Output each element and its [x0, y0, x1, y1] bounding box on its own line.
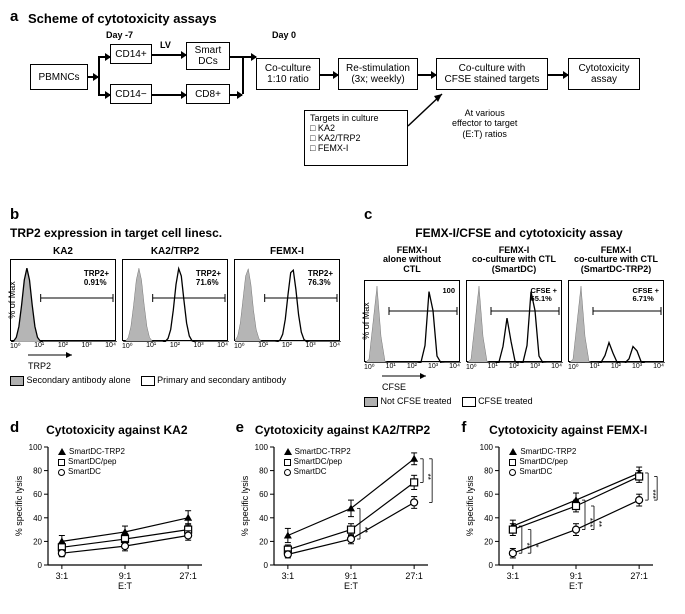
et-note: At various effector to target (E:T) rati… [452, 108, 517, 139]
box-cfse: Co-culture with CFSE stained targets [436, 58, 548, 90]
panel-b: b TRP2 expression in target cell linesc.… [10, 206, 350, 407]
svg-text:3:1: 3:1 [56, 571, 69, 581]
svg-text:0: 0 [489, 561, 494, 570]
histo-b-2: FEMX-I TRP2+ 76.3% 10⁰10¹10²10³10⁴ [234, 246, 340, 350]
svg-text:27:1: 27:1 [405, 571, 423, 581]
panel-b-xaxis-arrow [28, 351, 350, 361]
svg-text:***: *** [432, 483, 436, 492]
chart-f: f Cytotoxicity against FEMX-I 0 20 40 60… [461, 419, 675, 591]
histo-c-2: FEMX-I co-culture with CTL (SmartDC-TRP2… [568, 246, 664, 371]
svg-text:0: 0 [38, 561, 43, 570]
panel-c-label: c [364, 206, 372, 223]
svg-text:27:1: 27:1 [631, 571, 649, 581]
svg-text:100: 100 [254, 443, 268, 452]
svg-text:*: * [531, 544, 540, 547]
svg-text:3:1: 3:1 [281, 571, 294, 581]
targets-item-2: □ FEMX-I [310, 144, 348, 154]
panel-a-label: a [10, 8, 18, 25]
svg-text:100: 100 [29, 443, 43, 452]
svg-text:20: 20 [484, 537, 493, 546]
box-cd14n: CD14− [110, 84, 152, 104]
histo-b-0: KA2 % of Max TRP2+ 0.91% 10⁰10¹10²10³10⁴ [10, 246, 116, 350]
histo-c-1: FEMX-I co-culture with CTL (SmartDC) CFS… [466, 246, 562, 371]
targets-box: Targets in culture □ KA2 □ KA2/TRP2 □ FE… [304, 110, 408, 166]
svg-text:***: *** [648, 489, 657, 498]
box-pbmnc: PBMNCs [30, 64, 88, 90]
svg-text:27:1: 27:1 [179, 571, 197, 581]
svg-text:**: ** [360, 526, 369, 532]
box-coculture: Co-culture 1:10 ratio [256, 58, 320, 90]
chart-d: d Cytotoxicity against KA2 0 20 40 60 80… [10, 419, 224, 591]
svg-text:% specific lysis: % specific lysis [14, 475, 24, 536]
svg-text:E:T: E:T [118, 581, 133, 591]
svg-text:3:1: 3:1 [507, 571, 520, 581]
svg-text:9:1: 9:1 [570, 571, 583, 581]
svg-text:E:T: E:T [569, 581, 584, 591]
svg-text:**: ** [423, 473, 432, 479]
svg-text:***: *** [657, 491, 661, 500]
day-0: Day 0 [272, 30, 296, 40]
svg-text:20: 20 [33, 537, 42, 546]
panel-b-xaxis: TRP2 [28, 361, 350, 371]
panel-c-xaxis-arrow [382, 372, 674, 382]
panel-a: a Scheme of cytotoxicity assays Day -7 D… [10, 8, 675, 192]
legend-filled-icon-c [364, 397, 378, 407]
legend-c-open: CFSE treated [478, 396, 533, 406]
svg-text:40: 40 [259, 513, 268, 522]
chart-e: e Cytotoxicity against KA2/TRP2 0 20 40 … [236, 419, 450, 591]
panel-c-title: FEMX-I/CFSE and cytotoxicity assay [364, 226, 674, 240]
svg-text:80: 80 [33, 466, 42, 475]
svg-text:40: 40 [484, 513, 493, 522]
svg-text:20: 20 [259, 537, 268, 546]
diag-arrow [408, 90, 448, 130]
svg-text:40: 40 [33, 513, 42, 522]
svg-text:9:1: 9:1 [119, 571, 132, 581]
svg-text:60: 60 [259, 490, 268, 499]
panel-a-title: Scheme of cytotoxicity assays [28, 11, 675, 26]
panel-c-legend: Not CFSE treated CFSE treated [364, 396, 674, 407]
box-cyto: Cytotoxicity assay [568, 58, 640, 90]
legend-filled-icon [10, 376, 24, 386]
svg-text:**: ** [522, 542, 531, 548]
svg-text:% specific lysis: % specific lysis [240, 475, 250, 536]
svg-text:9:1: 9:1 [344, 571, 357, 581]
flowchart: Day -7 Day 0 PBMNCs CD14+ CD14− LV Smart… [28, 32, 675, 192]
legend-open-icon [141, 376, 155, 386]
panel-b-legend: Secondary antibody alone Primary and sec… [10, 375, 350, 386]
box-restim: Re-stimulation (3x; weekly) [338, 58, 418, 90]
panel-b-label: b [10, 206, 19, 223]
svg-text:% specific lysis: % specific lysis [465, 475, 475, 536]
box-cd14p: CD14+ [110, 44, 152, 64]
svg-text:100: 100 [480, 443, 494, 452]
legend-b-filled: Secondary antibody alone [27, 375, 131, 385]
svg-text:***: *** [585, 517, 594, 526]
day-minus7: Day -7 [106, 30, 133, 40]
lv-label: LV [160, 40, 171, 50]
box-cd8: CD8+ [186, 84, 230, 104]
panel-b-title: TRP2 expression in target cell linesc. [10, 226, 350, 240]
svg-text:0: 0 [263, 561, 268, 570]
legend-open-icon-c [462, 397, 476, 407]
svg-text:80: 80 [484, 466, 493, 475]
legend-b-open: Primary and secondary antibody [157, 375, 286, 385]
legend-c-filled: Not CFSE treated [381, 396, 452, 406]
panel-c-xaxis: CFSE [382, 382, 674, 392]
histo-c-0: FEMX-I alone without CTL % of Max 100 10… [364, 246, 460, 371]
svg-text:60: 60 [484, 490, 493, 499]
panel-c: c FEMX-I/CFSE and cytotoxicity assay FEM… [364, 206, 674, 407]
box-smartdc: Smart DCs [186, 42, 230, 70]
svg-text:E:T: E:T [344, 581, 359, 591]
histo-b-1: KA2/TRP2 TRP2+ 71.6% 10⁰10¹10²10³10⁴ [122, 246, 228, 350]
svg-text:**: ** [594, 520, 603, 526]
svg-text:60: 60 [33, 490, 42, 499]
svg-text:80: 80 [259, 466, 268, 475]
